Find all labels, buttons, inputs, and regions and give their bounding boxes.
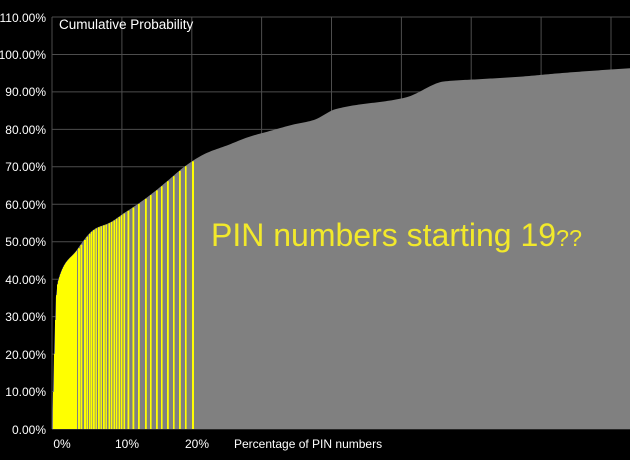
svg-text:0%: 0% (53, 437, 71, 451)
svg-text:80.00%: 80.00% (5, 123, 46, 137)
svg-text:PIN numbers starting 19??: PIN numbers starting 19?? (211, 217, 582, 253)
svg-text:60.00%: 60.00% (5, 198, 46, 212)
svg-text:50.00%: 50.00% (5, 235, 46, 249)
svg-text:20%: 20% (185, 437, 209, 451)
svg-text:110.00%: 110.00% (0, 11, 46, 25)
svg-text:20.00%: 20.00% (5, 348, 46, 362)
svg-text:30.00%: 30.00% (5, 310, 46, 324)
svg-text:10.00%: 10.00% (5, 385, 46, 399)
svg-text:Cumulative Probability: Cumulative Probability (59, 17, 194, 32)
svg-text:Percentage of PIN numbers: Percentage of PIN numbers (234, 437, 382, 451)
svg-text:70.00%: 70.00% (5, 160, 46, 174)
svg-text:40.00%: 40.00% (5, 273, 46, 287)
svg-text:10%: 10% (115, 437, 139, 451)
svg-text:90.00%: 90.00% (5, 85, 46, 99)
svg-text:0.00%: 0.00% (12, 423, 46, 437)
svg-text:100.00%: 100.00% (0, 48, 46, 62)
